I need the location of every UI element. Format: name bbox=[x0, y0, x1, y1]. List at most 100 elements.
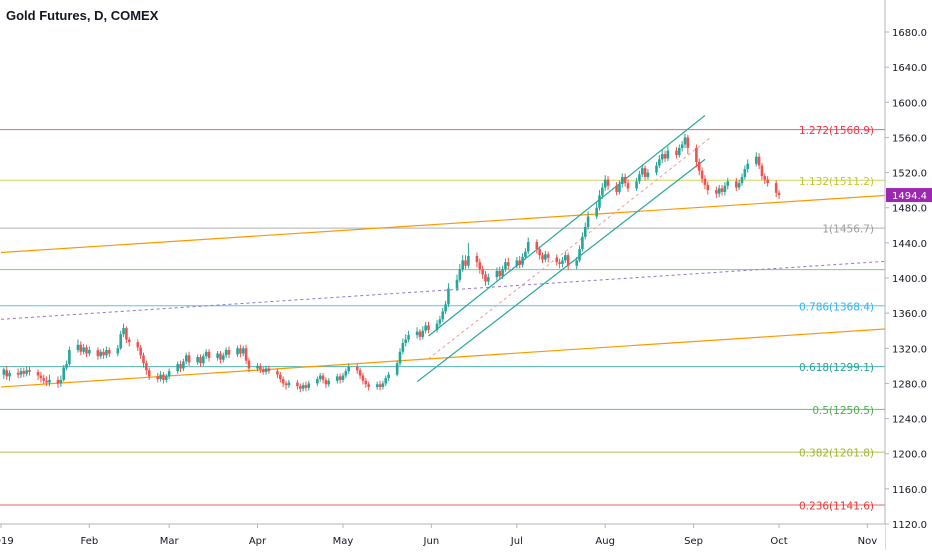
candle-body bbox=[487, 277, 490, 282]
candles bbox=[2, 133, 781, 393]
candle-body bbox=[535, 241, 539, 250]
candle-body bbox=[381, 383, 385, 387]
fib-label: 0.382(1201.8) bbox=[799, 448, 874, 460]
candle-body bbox=[196, 357, 199, 363]
candle-body bbox=[481, 269, 484, 275]
price-tick-label: 1640.0 bbox=[892, 63, 927, 74]
candle-body bbox=[575, 260, 578, 266]
candle-body bbox=[364, 380, 368, 385]
candle-body bbox=[626, 183, 630, 189]
candle-body bbox=[498, 270, 502, 277]
candle-body bbox=[555, 257, 559, 263]
candle-body bbox=[475, 256, 479, 263]
candle-body bbox=[79, 344, 83, 352]
fib-label: 0.786(1368.4) bbox=[799, 301, 874, 313]
candle-body bbox=[204, 351, 208, 357]
candle-body bbox=[715, 190, 718, 194]
trend-lines bbox=[0, 114, 899, 388]
candle-body bbox=[261, 369, 265, 373]
candle-body bbox=[276, 371, 279, 375]
time-tick-label: Aug bbox=[595, 536, 615, 547]
candle-body bbox=[307, 383, 311, 388]
candle-body bbox=[467, 256, 470, 266]
price-tick-label: 1600.0 bbox=[892, 98, 927, 109]
candle-body bbox=[25, 370, 28, 374]
candle-body bbox=[244, 348, 248, 361]
candle-body bbox=[301, 385, 305, 389]
candle-body bbox=[5, 370, 8, 377]
candle-body bbox=[484, 274, 487, 282]
candle-body bbox=[284, 383, 288, 386]
candle-body bbox=[655, 165, 658, 173]
candle-body bbox=[324, 379, 328, 385]
candle-body bbox=[76, 344, 80, 351]
time-tick-label: Apr bbox=[249, 536, 267, 547]
candle-body bbox=[165, 376, 168, 380]
candle-body bbox=[298, 386, 302, 389]
candle-body bbox=[48, 379, 51, 383]
candle-body bbox=[461, 260, 464, 270]
candle-body bbox=[407, 335, 410, 340]
candle-body bbox=[455, 279, 459, 289]
candle-body bbox=[697, 162, 701, 171]
candle-body bbox=[82, 347, 85, 352]
candle-body bbox=[236, 348, 239, 355]
fib-label: 1.132(1511.2) bbox=[799, 176, 874, 188]
candle-body bbox=[136, 342, 140, 348]
candle-body bbox=[45, 380, 48, 383]
candle-body bbox=[518, 260, 521, 265]
time-axis-bg bbox=[0, 524, 885, 550]
candle-body bbox=[147, 370, 151, 377]
candle-body bbox=[706, 184, 710, 191]
candle-body bbox=[122, 328, 125, 335]
candle-body bbox=[316, 379, 319, 384]
candle-body bbox=[601, 187, 604, 196]
candle-body bbox=[36, 372, 40, 376]
candle-body bbox=[167, 371, 171, 377]
candle-body bbox=[766, 179, 769, 184]
candle-body bbox=[586, 216, 590, 228]
candle-body bbox=[598, 195, 601, 208]
candle-body bbox=[341, 375, 345, 380]
price-tick-label: 1120.0 bbox=[892, 520, 927, 531]
candle-body bbox=[623, 176, 627, 184]
candle-body bbox=[279, 374, 282, 380]
candle-body bbox=[680, 144, 684, 148]
candle-body bbox=[68, 350, 71, 365]
candle-body bbox=[458, 269, 462, 280]
candle-body bbox=[99, 351, 103, 357]
candle-body bbox=[561, 260, 564, 264]
candle-body bbox=[635, 181, 638, 189]
candle-body bbox=[564, 255, 567, 261]
lower-orange-trendline bbox=[0, 327, 899, 388]
candle-body bbox=[108, 350, 111, 354]
candle-body bbox=[686, 137, 690, 148]
candle-body bbox=[202, 356, 205, 364]
candle-body bbox=[526, 241, 530, 252]
candle-body bbox=[182, 361, 185, 369]
candle-body bbox=[28, 370, 31, 373]
price-tick-label: 1560.0 bbox=[892, 133, 927, 144]
time-tick-label: 2019 bbox=[0, 536, 14, 547]
candle-body bbox=[16, 372, 20, 375]
last-price-label: 1494.4 bbox=[892, 191, 927, 202]
fib-labels: 1.272(1568.9) 1.132(1511.2) 1(1456.7) 0.786… bbox=[799, 125, 874, 512]
candle-body bbox=[464, 260, 467, 266]
candle-body bbox=[358, 370, 362, 376]
candle-body bbox=[675, 150, 678, 155]
candle-body bbox=[216, 353, 219, 358]
candle-body bbox=[678, 147, 681, 155]
candle-body bbox=[740, 176, 744, 184]
candle-body bbox=[504, 262, 507, 270]
candle-body bbox=[259, 365, 262, 370]
candle-body bbox=[179, 364, 182, 369]
fib-label: 0.618(1299.1) bbox=[799, 362, 874, 374]
candle-body bbox=[663, 154, 667, 159]
candle-body bbox=[757, 156, 761, 166]
candle-body bbox=[327, 380, 331, 385]
candle-body bbox=[241, 348, 245, 354]
candle-body bbox=[760, 165, 764, 177]
candle-body bbox=[159, 374, 162, 380]
candle-body bbox=[199, 357, 202, 364]
price-tick-label: 1480.0 bbox=[892, 204, 927, 215]
